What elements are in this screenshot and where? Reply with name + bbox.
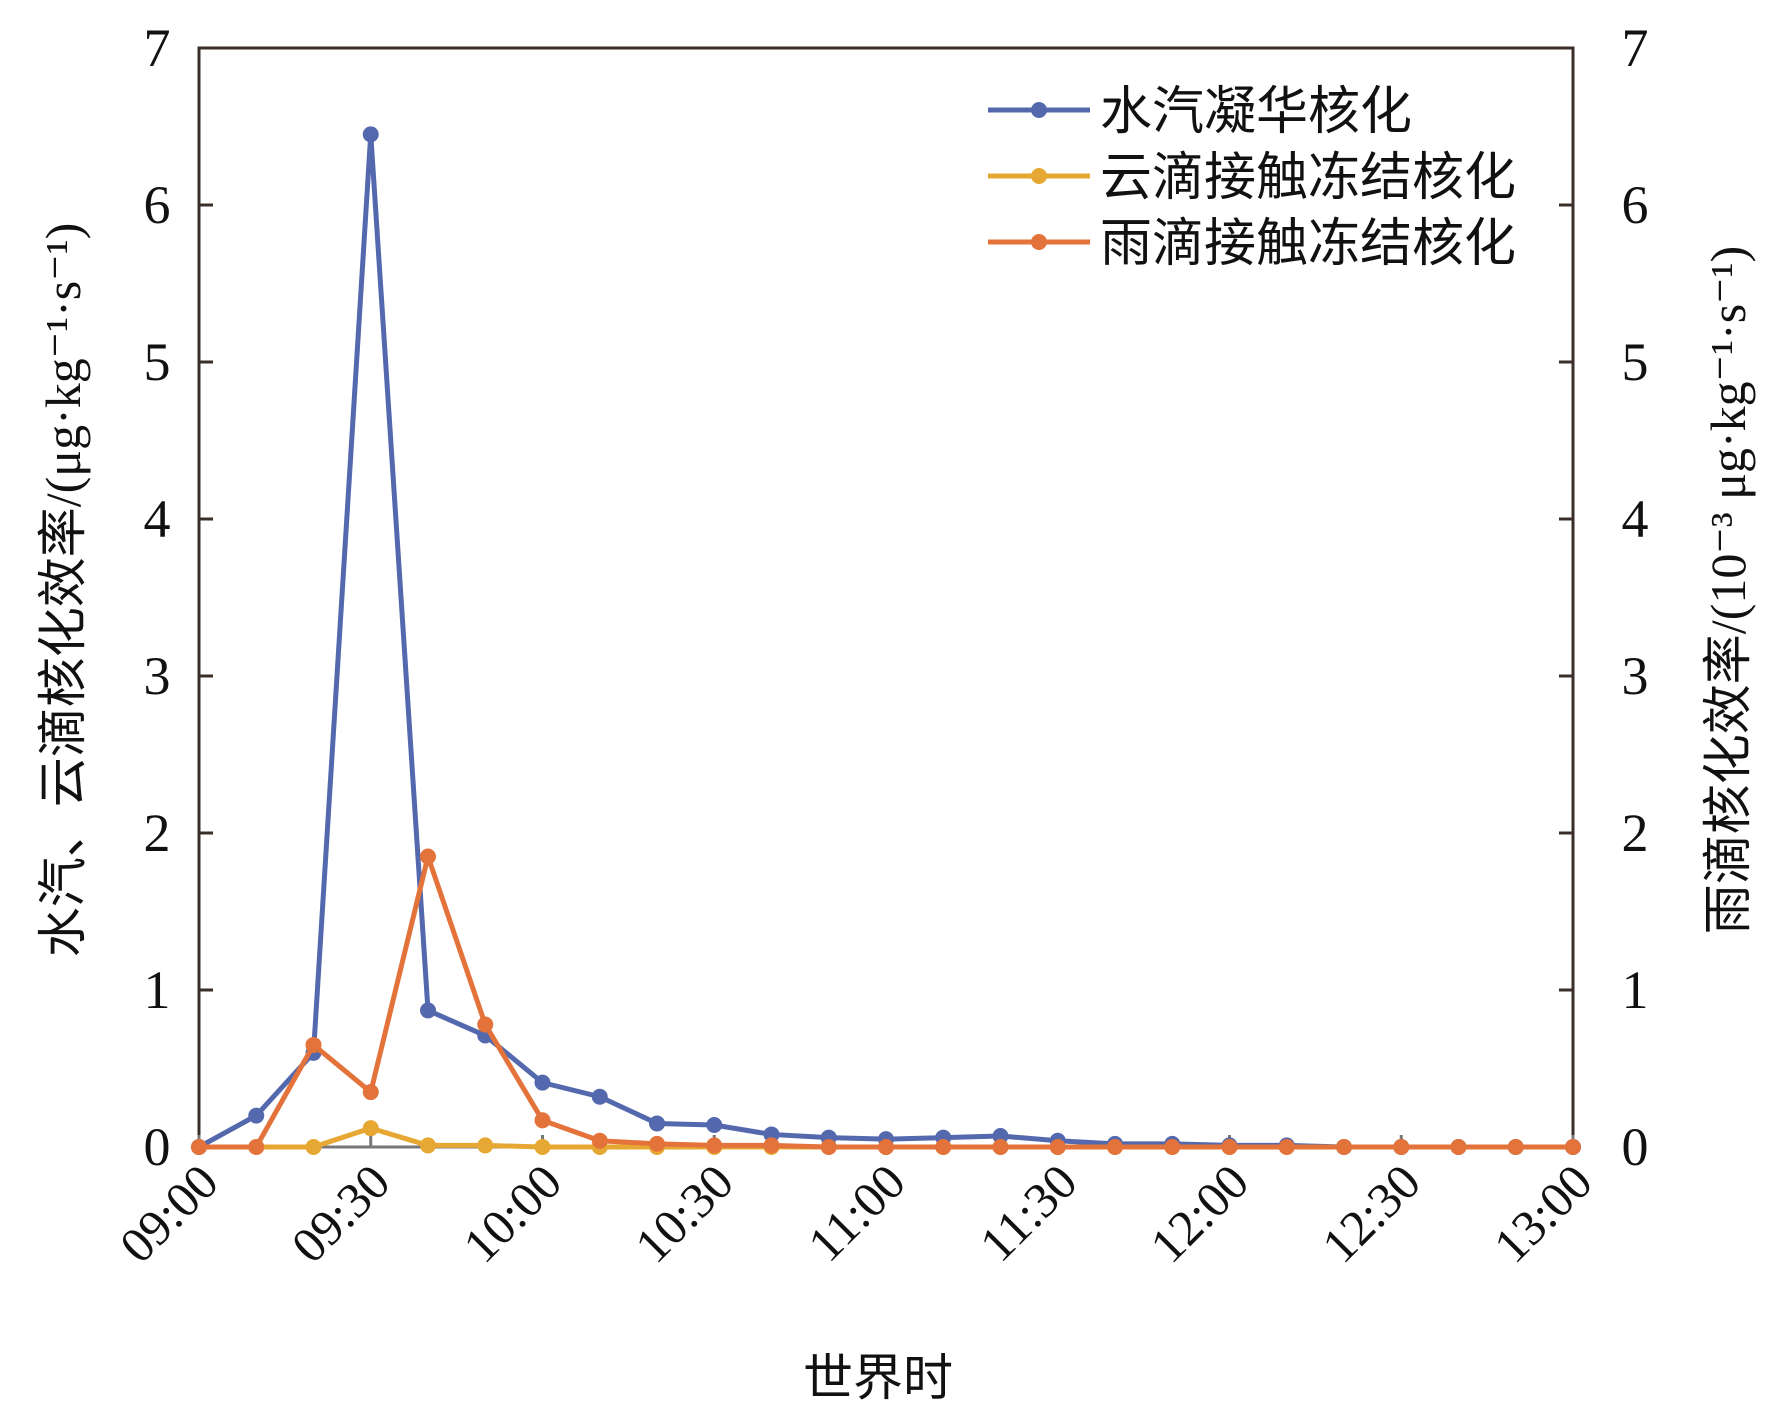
y-right-tick-label: 4 [1622, 489, 1649, 549]
data-point [420, 1137, 436, 1154]
series-line [197, 131, 1573, 1150]
data-point [591, 1088, 608, 1105]
data-point [1450, 1139, 1467, 1155]
data-point [248, 1139, 265, 1155]
legend-label: 云滴接触冻结核化 [1100, 150, 1516, 207]
data-point [477, 1016, 494, 1033]
data-point [420, 848, 436, 865]
y-right-tick-label: 2 [1622, 803, 1649, 863]
legend-marker [1031, 234, 1047, 250]
data-point [191, 1139, 207, 1155]
data-point [820, 1139, 837, 1155]
data-point [1336, 1139, 1352, 1155]
x-tick-label: 12:30 [1311, 1153, 1431, 1273]
series-group [191, 126, 1581, 1155]
data-point [1565, 1139, 1581, 1155]
legend-marker [1031, 102, 1047, 118]
data-point [362, 1120, 379, 1137]
y-axis-right-title: 雨滴核化效率/(10⁻³ μg·kg⁻¹·s⁻¹) [1700, 246, 1756, 934]
data-point [534, 1112, 551, 1129]
data-point [591, 1132, 608, 1149]
x-tick-label: 12:00 [1139, 1153, 1259, 1273]
legend-label: 雨滴接触冻结核化 [1100, 216, 1516, 273]
y-left-tick-label: 7 [144, 18, 171, 78]
data-point [305, 1036, 322, 1053]
data-point [763, 1137, 780, 1154]
x-tick-label: 10:00 [452, 1153, 572, 1273]
data-point [706, 1137, 723, 1154]
data-point [1107, 1139, 1123, 1155]
y-right-tick-label: 6 [1622, 175, 1649, 235]
data-point [420, 1002, 436, 1019]
data-point [649, 1135, 665, 1152]
data-point [935, 1139, 952, 1155]
y-left-tick-label: 3 [144, 646, 171, 706]
x-tick-label: 11:30 [969, 1153, 1088, 1272]
y-axis-left-title: 水汽、云滴核化效率/(μg·kg⁻¹·s⁻¹) [35, 223, 91, 958]
y-right-tick-label: 7 [1622, 18, 1649, 78]
data-point [248, 1107, 265, 1124]
data-point [1278, 1139, 1295, 1155]
y-left-tick-label: 6 [144, 175, 171, 235]
x-tick-label: 11:00 [797, 1153, 916, 1272]
data-point [706, 1117, 723, 1134]
y-right-tick-label: 3 [1622, 646, 1649, 706]
series-3 [191, 848, 1581, 1155]
y-right-tick-label: 0 [1622, 1117, 1649, 1177]
x-tick-label: 09:30 [280, 1153, 400, 1273]
data-point [992, 1128, 1009, 1145]
data-point [1393, 1139, 1410, 1155]
data-point [1164, 1139, 1181, 1155]
data-point [477, 1137, 494, 1154]
y-right-tick-label: 1 [1622, 960, 1649, 1020]
x-axis-title: 世界时 [803, 1350, 953, 1404]
data-point [362, 1084, 379, 1101]
data-point [362, 126, 379, 143]
y-right-tick-label: 5 [1622, 332, 1649, 392]
plot-frame [197, 46, 1575, 1149]
data-point [1049, 1139, 1066, 1155]
x-tick-label: 13:00 [1483, 1153, 1603, 1273]
data-point [763, 1126, 780, 1143]
y-left-tick-label: 1 [144, 960, 171, 1020]
data-point [992, 1139, 1009, 1155]
data-point [1507, 1139, 1524, 1155]
y-left-tick-label: 5 [144, 332, 171, 392]
data-point [878, 1139, 894, 1155]
data-point [1221, 1139, 1238, 1155]
data-point [534, 1139, 551, 1155]
data-point [534, 1074, 551, 1091]
y-left-tick-label: 0 [144, 1117, 171, 1177]
legend-label: 水汽凝华核化 [1100, 84, 1412, 141]
data-point [649, 1115, 665, 1132]
legend-marker [1031, 168, 1047, 184]
series-line [199, 854, 1573, 1150]
series-1 [191, 126, 1581, 1155]
y-left-tick-label: 4 [144, 489, 171, 549]
x-tick-label: 10:30 [624, 1153, 744, 1273]
data-point [305, 1139, 322, 1155]
y-left-tick-label: 2 [144, 803, 171, 863]
